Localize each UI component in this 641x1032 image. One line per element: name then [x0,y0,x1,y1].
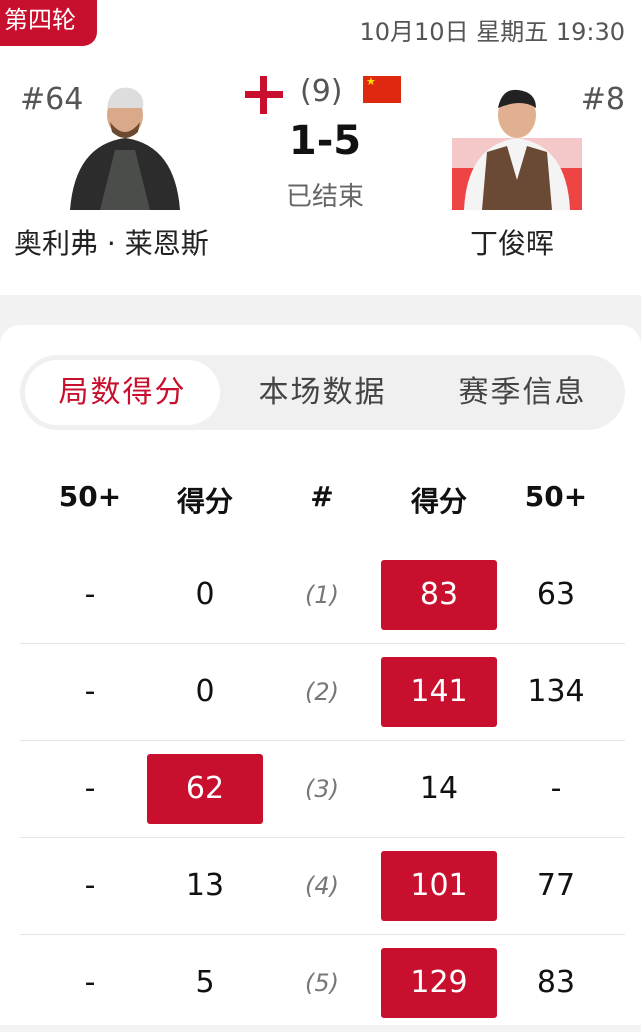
table-row: - 5 (5) 129 83 [20,935,625,1032]
header-p2-breaks: 50+ [524,480,588,513]
p1-score-cell: 13 [185,868,225,903]
header-p1-score: 得分 [176,485,233,518]
p2-breaks-cell: 77 [536,868,576,903]
header-p1-breaks: 50+ [58,480,122,513]
player1-name[interactable]: 奥利弗 · 莱恩斯 [14,227,209,260]
tab-match-stats[interactable]: 本场数据 [258,375,387,410]
frame-number: (4) [305,872,339,900]
player2-photo[interactable] [452,80,582,210]
tab-bar: 局数得分 本场数据 赛季信息 [20,355,625,430]
p2-score-cell: 141 [381,657,497,727]
tab-frame-scores[interactable]: 局数得分 [25,360,220,425]
china-flag-icon: ★ [363,76,401,103]
p1-breaks-cell: - [84,674,96,709]
player1-photo[interactable] [60,80,190,210]
details-card: 局数得分 本场数据 赛季信息 50+ 得分 # 得分 50+ - 0 (1) 83 63… [0,325,641,1025]
p2-score-cell: 129 [381,948,497,1018]
frame-number: (1) [305,581,339,609]
p2-breaks-cell: 134 [527,674,585,709]
table-row: - 0 (1) 83 63 [20,547,625,644]
frame-number: (3) [305,775,339,803]
p2-score-cell: 83 [381,560,497,630]
player2-name[interactable]: 丁俊晖 [470,227,555,260]
match-header: 第四轮 10月10日 星期五 19:30 #64 #8 奥利弗 · 莱恩斯 丁俊… [0,0,641,295]
p2-score-cell: 101 [381,851,497,921]
p1-score-cell: 0 [195,577,215,612]
p1-score-cell: 62 [147,754,263,824]
frame-number: (2) [305,678,339,706]
match-status: 已结束 [285,182,364,212]
match-score: 1-5 [288,118,362,164]
p1-breaks-cell: - [84,868,96,903]
match-datetime: 10月10日 星期五 19:30 [359,18,626,46]
p2-breaks-cell: - [550,771,562,806]
p1-score-cell: 0 [195,674,215,709]
england-flag-icon [245,76,283,114]
p1-score-cell: 5 [195,965,215,1000]
header-p2-score: 得分 [410,485,467,518]
player2-rank: #8 [580,82,625,117]
p2-score-cell: 14 [419,771,459,806]
round-badge: 第四轮 [0,0,97,46]
best-of: (9) [300,74,343,109]
tab-season-info[interactable]: 赛季信息 [458,375,587,410]
p1-breaks-cell: - [84,577,96,612]
table-row: - 0 (2) 141 134 [20,644,625,741]
header-frame: # [310,480,334,513]
table-row: - 62 (3) 14 - [20,741,625,838]
p1-breaks-cell: - [84,771,96,806]
player1-rank: #64 [20,82,84,117]
p1-breaks-cell: - [84,965,96,1000]
p2-breaks-cell: 83 [536,965,576,1000]
table-row: - 13 (4) 101 77 [20,838,625,935]
p2-breaks-cell: 63 [536,577,576,612]
frame-number: (5) [305,969,339,997]
